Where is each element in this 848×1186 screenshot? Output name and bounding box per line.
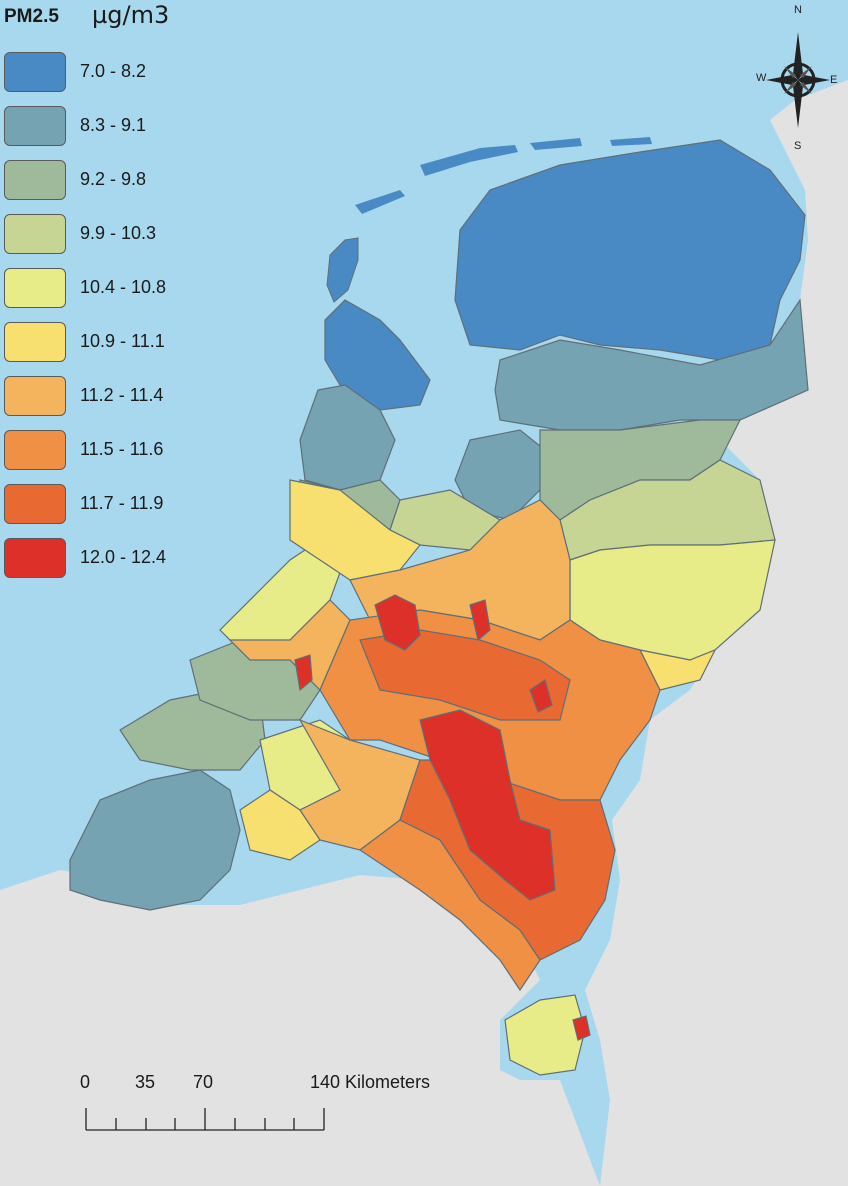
region-band-11-8-mid [359, 629, 571, 721]
compass-west-label: W [756, 72, 767, 84]
legend-swatch [4, 376, 66, 416]
legend-swatch [4, 214, 66, 254]
legend-label: 7.0 - 8.2 [80, 61, 147, 81]
belgium-land [0, 870, 600, 1186]
island-terschelling [420, 145, 518, 176]
legend-swatch [4, 106, 66, 146]
scale-bar [85, 1108, 325, 1131]
legend-swatch [4, 160, 66, 200]
legend-label: 12.0 - 12.4 [80, 547, 167, 567]
hotspot-rotterdam [294, 654, 313, 692]
legend-label: 11.5 - 11.6 [80, 439, 164, 459]
legend-swatch [4, 430, 66, 470]
compass-rose [766, 32, 830, 128]
legend-label: 11.7 - 11.9 [80, 493, 164, 513]
hotspot-nijmegen [529, 679, 553, 713]
scale-label-140: 140 Kilometers [310, 1072, 431, 1092]
island-schiermonnikoog [610, 137, 652, 146]
scale-label-35: 35 [135, 1072, 156, 1092]
legend-label: 8.3 - 9.1 [80, 115, 147, 135]
scale-label-0: 0 [80, 1072, 91, 1092]
region-zeeland [69, 769, 241, 911]
legend-swatch [4, 52, 66, 92]
region-band-8 [494, 298, 809, 431]
hotspot-south-tip [572, 1015, 591, 1041]
hotspot-utrecht [374, 594, 421, 651]
compass-north-label: N [794, 4, 802, 16]
legend-label: 10.4 - 10.8 [80, 277, 167, 297]
region-noord-holland-tip [324, 299, 431, 411]
compass-south-label: S [794, 140, 802, 152]
region-flevoland [454, 429, 546, 521]
island-vlieland [355, 190, 405, 214]
legend-label: 10.9 - 11.1 [80, 331, 165, 351]
region-limburg-south [504, 994, 586, 1076]
legend-label: 9.9 - 10.3 [80, 223, 157, 243]
region-north [454, 139, 806, 361]
hotspot-amersfoort [469, 599, 491, 642]
scale-label-70: 70 [193, 1072, 214, 1092]
legend-swatch [4, 538, 66, 578]
legend-swatch [4, 484, 66, 524]
legend-label: 11.2 - 11.4 [80, 385, 164, 405]
island-ameland [530, 138, 582, 150]
compass-east-label: E [830, 74, 838, 86]
legend-label: 9.2 - 9.8 [80, 169, 147, 189]
legend-swatch [4, 322, 66, 362]
legend-unit: µg/m3 [92, 1, 170, 29]
island-texel [326, 237, 359, 303]
legend-swatch [4, 268, 66, 308]
hotspot-brabant [419, 709, 556, 901]
legend-title: PM2.5 [4, 6, 59, 27]
